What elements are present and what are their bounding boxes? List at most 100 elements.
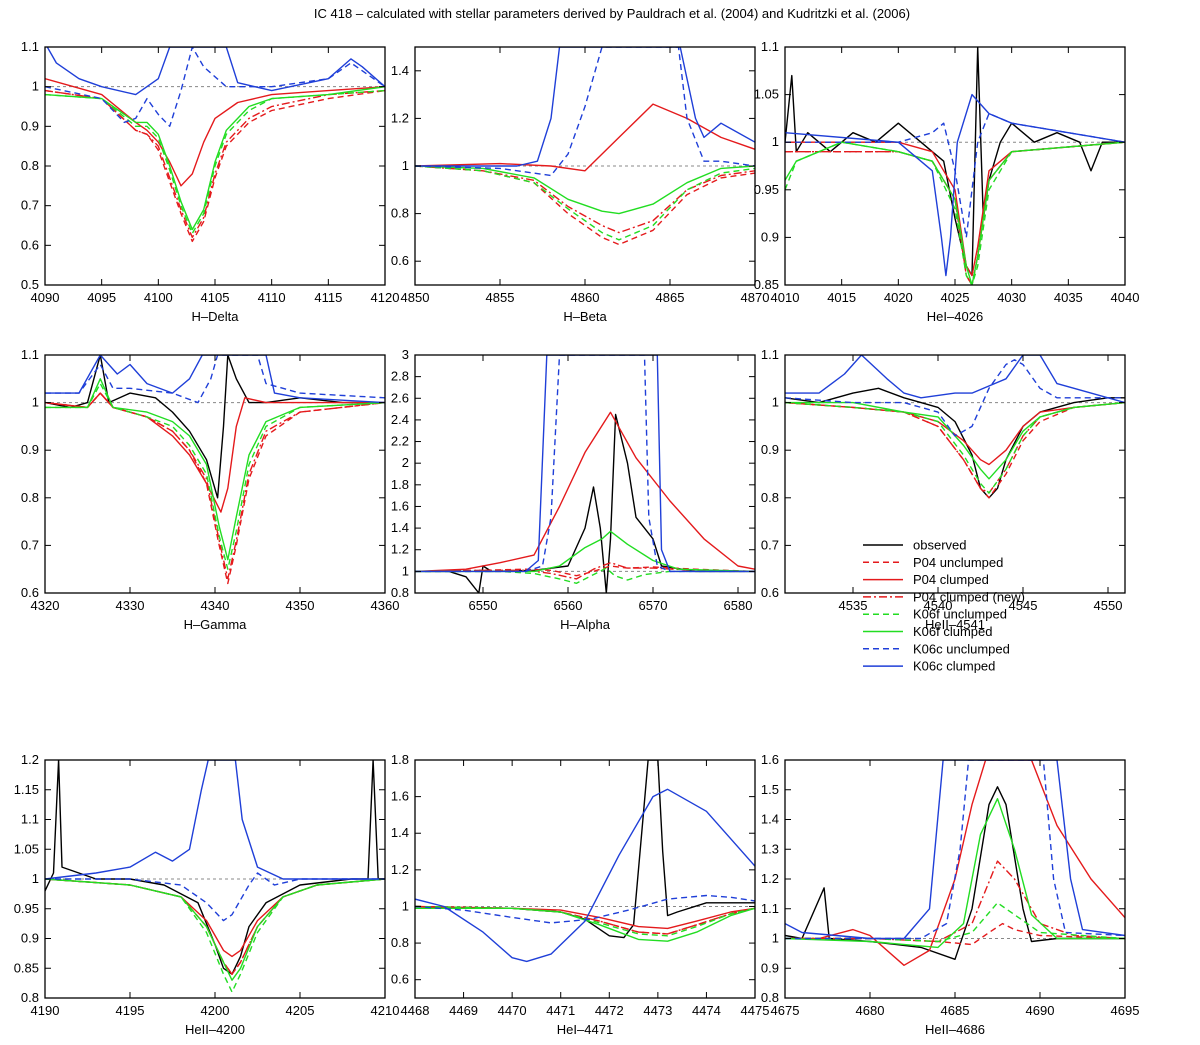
y-tick-label: 0.9 — [21, 442, 39, 457]
y-tick-label: 0.8 — [21, 490, 39, 505]
x-tick-label: 4540 — [924, 598, 953, 613]
y-tick-label: 0.6 — [21, 585, 39, 600]
y-tick-label: 0.9 — [21, 931, 39, 946]
y-tick-label: 1.1 — [21, 347, 39, 362]
y-tick-label: 1.1 — [21, 39, 39, 54]
series-p04-clumped-new — [45, 392, 385, 580]
series-k06c-clumped — [45, 760, 385, 880]
x-tick-label: 4690 — [1026, 1003, 1055, 1018]
series-p04-clumped — [45, 392, 385, 513]
series-p04-unclumped — [785, 922, 1125, 946]
x-tick-label: 4020 — [884, 290, 913, 305]
x-tick-label: 4855 — [486, 290, 515, 305]
panel-label: H–Gamma — [184, 617, 248, 632]
x-tick-label: 4010 — [771, 290, 800, 305]
x-tick-label: 4110 — [258, 290, 286, 305]
series-p04-clumped — [415, 103, 755, 172]
x-tick-label: 4340 — [201, 598, 230, 613]
series-p04-clumped — [45, 78, 385, 187]
legend-label: K06f clumped — [913, 624, 993, 639]
axis-frame — [414, 354, 756, 594]
x-tick-label: 4195 — [116, 1003, 145, 1018]
panel-curves — [415, 355, 755, 593]
series-p04-clumped-new — [415, 165, 755, 234]
y-tick-label: 0.6 — [391, 972, 409, 987]
series-k06c-unclumped — [415, 894, 755, 924]
panel-label: HeI–4471 — [557, 1022, 613, 1037]
y-tick-label: 1.4 — [391, 520, 409, 535]
y-tick-label: 0.85 — [14, 960, 39, 975]
y-tick-label: 0.7 — [21, 198, 39, 213]
panel-curves — [415, 47, 755, 246]
x-tick-label: 4545 — [1009, 598, 1038, 613]
legend-label: K06f unclumped — [913, 607, 1007, 622]
x-tick-label: 4320 — [31, 598, 60, 613]
legend-item-k06c-unclumped: K06c unclumped — [863, 641, 1010, 656]
y-tick-label: 1 — [32, 79, 39, 94]
series-k06c-unclumped — [45, 355, 385, 404]
x-tick-label: 4100 — [144, 290, 173, 305]
series-k06f-unclumped — [785, 902, 1125, 943]
x-tick-label: 6570 — [639, 598, 668, 613]
series-observed — [45, 355, 385, 499]
x-tick-label: 4115 — [314, 290, 342, 305]
legend-label: K06c clumped — [913, 659, 995, 674]
series-k06f-clumped — [45, 878, 385, 981]
panel-label: HeII–4200 — [185, 1022, 245, 1037]
series-observed — [415, 413, 755, 593]
x-tick-label: 4035 — [1054, 290, 1083, 305]
series-k06c-clumped — [785, 760, 1125, 940]
x-tick-label: 4470 — [498, 1003, 527, 1018]
y-tick-label: 1.1 — [761, 901, 779, 916]
panel-curves — [415, 760, 755, 963]
x-tick-label: 4850 — [401, 290, 430, 305]
y-tick-label: 0.6 — [391, 253, 409, 268]
y-tick-label: 3 — [402, 347, 409, 362]
y-tick-label: 0.8 — [761, 990, 779, 1005]
series-observed — [45, 760, 385, 975]
y-tick-label: 0.7 — [21, 537, 39, 552]
series-k06c-clumped — [415, 788, 755, 963]
x-tick-label: 4860 — [571, 290, 600, 305]
series-k06c-unclumped — [785, 359, 1125, 437]
y-tick-label: 0.8 — [391, 206, 409, 221]
y-tick-label: 1.4 — [391, 63, 409, 78]
y-tick-label: 1.8 — [391, 752, 409, 767]
series-p04-clumped — [785, 141, 1125, 277]
y-tick-label: 0.7 — [761, 537, 779, 552]
series-k06f-unclumped — [785, 141, 1125, 285]
y-tick-label: 0.8 — [391, 935, 409, 950]
panel-h-gamma: 4320 4330 4340 4350 4360 0.6 0.7 0.8 0.9 1 1.1 H–Ga… — [21, 347, 400, 632]
x-tick-label: 6560 — [554, 598, 583, 613]
legend-item-k06f-clumped: K06f clumped — [863, 624, 993, 639]
series-p04-clumped-new — [785, 401, 1125, 494]
legend-item-observed: observed — [863, 538, 966, 553]
y-tick-label: 2.2 — [391, 434, 409, 449]
series-k06f-clumped — [45, 86, 385, 231]
y-tick-label: 1.1 — [761, 347, 779, 362]
y-tick-label: 2.4 — [391, 412, 409, 427]
legend-label: K06c unclumped — [913, 641, 1010, 656]
panel-curves — [45, 47, 385, 243]
series-observed — [785, 786, 1125, 960]
legend-item-p04-clumped-new: P04 clumped (new) — [863, 589, 1025, 604]
x-tick-label: 4350 — [286, 598, 315, 613]
x-tick-label: 4330 — [116, 598, 145, 613]
y-tick-label: 0.9 — [21, 118, 39, 133]
x-tick-label: 4535 — [839, 598, 868, 613]
y-tick-label: 1 — [32, 395, 39, 410]
x-tick-label: 4471 — [546, 1003, 575, 1018]
panel-heii-4541: 4535 4540 4545 4550 0.6 0.7 0.8 0.9 1 1.1 HeII–454… — [761, 347, 1126, 674]
series-k06f-clumped — [785, 401, 1125, 480]
y-tick-label: 1 — [772, 931, 779, 946]
panel-curves — [785, 47, 1125, 285]
legend: observed P04 unclumped P04 clumped P04 clum… — [863, 538, 1025, 674]
x-tick-label: 4200 — [201, 1003, 230, 1018]
series-k06f-clumped — [785, 141, 1125, 285]
panel-heii-4686: 4675 4680 4685 4690 4695 0.8 0.9 1 1.1 1.2 1.3 1.4 1… — [761, 752, 1140, 1037]
series-k06c-clumped — [46, 47, 385, 96]
y-tick-label: 1.2 — [391, 542, 409, 557]
axis-frame — [414, 759, 756, 999]
panel-label: HeI–4026 — [927, 309, 983, 324]
panel-curves — [785, 760, 1125, 966]
